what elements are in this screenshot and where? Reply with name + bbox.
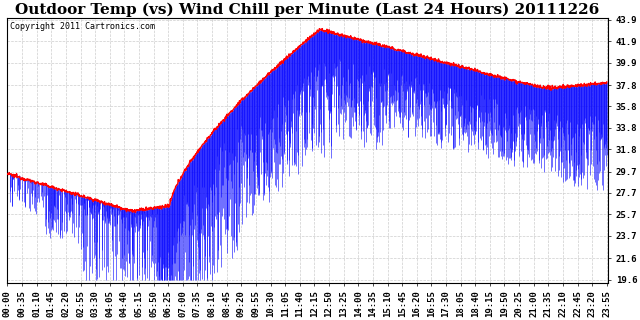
Title: Outdoor Temp (vs) Wind Chill per Minute (Last 24 Hours) 20111226: Outdoor Temp (vs) Wind Chill per Minute … xyxy=(15,3,600,17)
Text: Copyright 2011 Cartronics.com: Copyright 2011 Cartronics.com xyxy=(10,22,155,31)
